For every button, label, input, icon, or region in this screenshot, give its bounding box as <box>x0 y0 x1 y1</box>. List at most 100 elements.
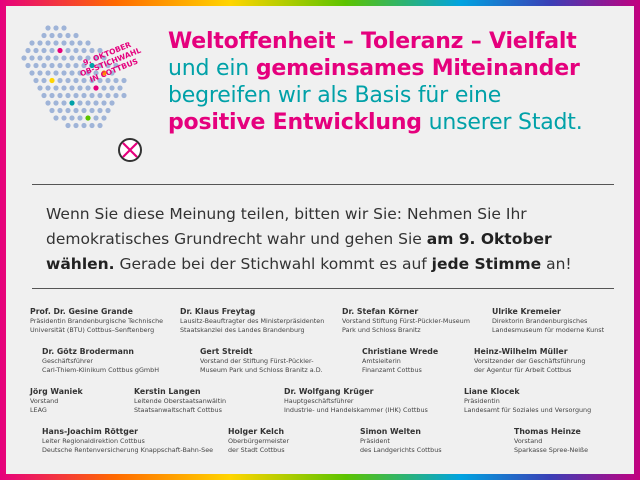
map-dot <box>61 70 67 76</box>
map-dot <box>117 85 123 91</box>
signatory: Dr. Klaus Freytag Lausitz-Beauftragter de… <box>180 307 325 334</box>
map-dot <box>101 70 107 76</box>
map-dot <box>53 100 59 106</box>
map-dot <box>41 92 47 99</box>
headline-line1: Weltoffenheit – Toleranz – Vielfalt <box>168 29 577 54</box>
map-dot <box>101 115 107 121</box>
map-dot <box>77 55 83 61</box>
map-dot <box>81 47 87 54</box>
headline-line3: begreifen wir als Basis für eine <box>168 83 502 108</box>
map-dot <box>49 47 55 54</box>
map-dot <box>81 77 87 84</box>
map-dot <box>41 32 47 39</box>
map-dot <box>53 70 59 76</box>
map-dot <box>21 55 27 61</box>
map-dot <box>73 122 79 129</box>
map-dot <box>61 115 67 121</box>
signatory: Holger Kelch Oberbürgermeister der Stadt C… <box>228 427 290 454</box>
map-dot <box>105 107 111 114</box>
map-dot <box>85 85 91 91</box>
headline-line2: und ein gemeinsames Miteinander <box>168 56 580 81</box>
signatory: Kerstin Langen Leitende Oberstaatsanwälti… <box>134 387 227 414</box>
map-dot <box>37 70 43 76</box>
map-dot <box>105 77 111 84</box>
appeal-text: Wenn Sie diese Meinung teilen, bitten wi… <box>46 202 606 277</box>
map-dot <box>69 40 75 46</box>
map-dot <box>69 70 75 76</box>
signatory: Dr. Götz Brodermann Geschäftsführer Carl-T… <box>42 347 160 374</box>
map-dot <box>61 55 67 61</box>
map-dot <box>49 62 55 69</box>
map-dot <box>57 47 63 54</box>
map-dot <box>105 62 111 69</box>
map-dot <box>65 62 71 69</box>
appeal-line3: wählen. Gerade bei der Stichwahl kommt e… <box>46 255 572 273</box>
map-dot <box>49 32 55 39</box>
headline: Weltoffenheit – Toleranz – Vielfalt und … <box>168 28 628 136</box>
map-dot <box>101 100 107 106</box>
map-dot <box>69 115 75 121</box>
map-dot <box>77 100 83 106</box>
headline-line4: positive Entwicklung unserer Stadt. <box>168 110 583 135</box>
map-dot <box>81 107 87 114</box>
map-dot <box>57 107 63 114</box>
map-dot <box>45 25 51 31</box>
map-dot <box>77 115 83 121</box>
signatory: Ulrike Kremeier Direktorin Brandenburgisc… <box>492 307 605 334</box>
signatory: Liane Klocek Präsidentin Landesamt für Soz… <box>464 387 592 414</box>
map-dot <box>49 107 55 114</box>
signatory: Hans-Joachim Röttger Leiter Regionaldirek… <box>42 427 214 454</box>
map-dot <box>97 47 103 54</box>
map-dot <box>61 40 67 46</box>
poster: 9. OKTOBER OB-STICHWAHL IN COTTBUS Welto… <box>6 6 634 474</box>
map-dot <box>65 107 71 114</box>
map-dot <box>81 62 87 69</box>
map-dot <box>97 62 103 69</box>
map-dot <box>53 85 59 91</box>
map-dot <box>113 77 119 84</box>
map-dot <box>53 25 59 31</box>
map-dot <box>49 77 55 84</box>
map-dot <box>25 47 31 54</box>
map-dot <box>57 62 63 69</box>
map-dot <box>25 62 31 69</box>
map-dot <box>69 85 75 91</box>
map-dot <box>73 77 79 84</box>
map-dot <box>77 40 83 46</box>
map-dot <box>37 40 43 46</box>
map-dot <box>45 55 51 61</box>
map-dot <box>65 122 71 129</box>
map-dot <box>41 47 47 54</box>
ballot-check-icon <box>118 138 142 162</box>
map-dot <box>45 100 51 106</box>
map-dot <box>89 107 95 114</box>
map-dot <box>89 77 95 84</box>
map-dot <box>85 100 91 106</box>
map-dot <box>97 107 103 114</box>
map-dot <box>73 107 79 114</box>
map-dot <box>89 122 95 129</box>
map-dot <box>77 85 83 91</box>
map-dot <box>97 77 103 84</box>
map-dot <box>61 100 67 106</box>
map-dot <box>85 70 91 76</box>
map-dot <box>101 85 107 91</box>
map-dot <box>113 92 119 99</box>
map-dot <box>121 92 127 99</box>
map-dot <box>93 85 99 91</box>
map-dot <box>57 92 63 99</box>
map-dot <box>93 100 99 106</box>
map-dots <box>21 25 127 129</box>
map-dot <box>81 122 87 129</box>
appeal-line2: demokratisches Grundrecht wahr und gehen… <box>46 230 552 248</box>
map-dot <box>41 62 47 69</box>
map-dot <box>109 85 115 91</box>
map-dot <box>45 70 51 76</box>
map-dot <box>109 70 115 76</box>
divider-top <box>32 184 614 185</box>
map-dot <box>29 55 35 61</box>
map-dot <box>37 55 43 61</box>
map-dot <box>33 62 39 69</box>
map-dot <box>65 47 71 54</box>
map-dot <box>69 55 75 61</box>
